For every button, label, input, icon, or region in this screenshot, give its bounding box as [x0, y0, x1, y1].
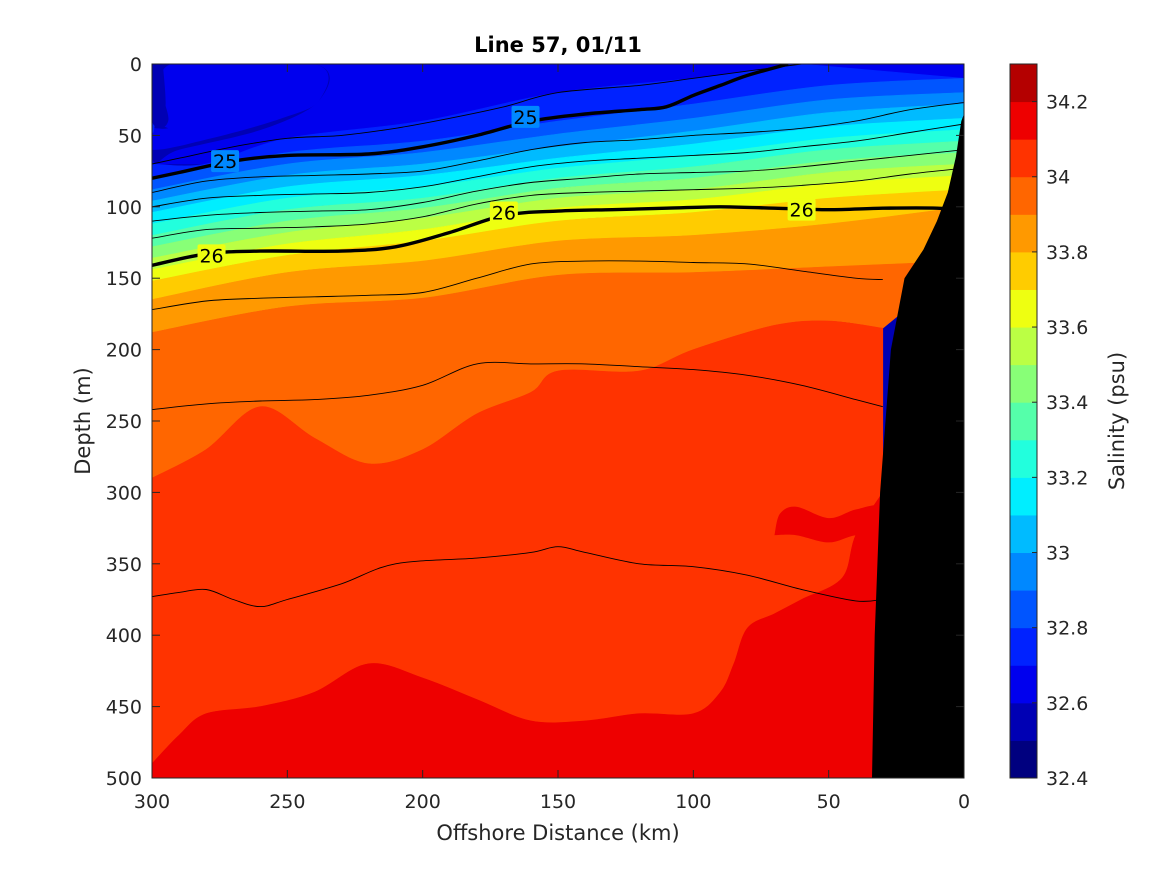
- x-tick-label: 100: [675, 791, 711, 813]
- sigma-contour-2: [152, 64, 802, 165]
- contour-label-bg-1-1: [489, 201, 518, 224]
- x-tick-label: 0: [958, 791, 970, 813]
- y-tick-label: 400: [106, 625, 142, 647]
- contour-label-1-0: 26: [199, 245, 223, 267]
- colorbar: 32.4 32.6 32.8 33 33.2 33.4 33.6 33.8 34 34.2: [1009, 63, 1088, 790]
- sigma-contour-4: [152, 123, 964, 208]
- colorbar-tick-label: 33: [1046, 543, 1070, 565]
- contour-label-bg-0-0: [211, 150, 240, 173]
- y-tick-label: 100: [106, 197, 142, 219]
- colorbar-swatch: [1010, 514, 1037, 554]
- colorbar-tick-label: 32.8: [1046, 618, 1088, 640]
- colorbar-swatch: [1010, 139, 1037, 178]
- sigma-contour-8: [152, 361, 883, 411]
- y-tick-label: 50: [118, 125, 142, 147]
- y-tick-label: 500: [106, 768, 142, 790]
- chart-title: Line 57, 01/11: [474, 33, 642, 57]
- y-axis: 0 50 100 150 200 250 300 350 400 450 500: [106, 54, 964, 790]
- salinity-patch-3: [152, 64, 169, 129]
- x-tick-label: 250: [269, 791, 305, 813]
- colorbar-swatch: [1010, 477, 1037, 516]
- colorbar-swatch: [1010, 176, 1037, 215]
- colorbar-tick-label: 34: [1046, 167, 1070, 189]
- y-tick-label: 250: [106, 411, 142, 433]
- colorbar-swatch: [1010, 101, 1037, 140]
- colorbar-swatch: [1010, 627, 1037, 666]
- seafloor-bathymetry: [872, 114, 964, 778]
- x-tick-label: 50: [817, 791, 841, 813]
- colorbar-swatch: [1010, 214, 1037, 253]
- colorbar-tick-label: 34.2: [1046, 92, 1088, 114]
- colorbar-tick-label: 32.6: [1046, 693, 1088, 715]
- colorbar-swatch: [1010, 64, 1037, 103]
- contour-label-bg-1-0: [197, 244, 226, 267]
- x-axis-label: Offshore Distance (km): [436, 821, 679, 845]
- colorbar-swatch: [1010, 251, 1037, 290]
- x-axis: 300 250 200 150 100 50 0: [134, 64, 970, 813]
- colorbar-label: Salinity (psu): [1105, 352, 1129, 490]
- colorbar-tick-label: 33.8: [1046, 242, 1088, 264]
- contour-label-layer: 25 25 26 26 26: [197, 105, 816, 267]
- contour-label-bg-1-2: [787, 198, 816, 221]
- bathymetry-layer: [872, 114, 964, 778]
- colorbar-swatch: [1010, 439, 1037, 478]
- contour-label-bg-0-1: [511, 105, 540, 128]
- colorbar-tick-label: 32.4: [1046, 768, 1088, 790]
- salinity-patch-1: [152, 64, 329, 150]
- y-tick-label: 300: [106, 482, 142, 504]
- sigma-contour-7: [152, 260, 883, 311]
- contour-label-1-1: 26: [492, 203, 516, 225]
- y-tick-label: 200: [106, 340, 142, 362]
- sigma-contour-9: [152, 546, 883, 608]
- y-tick-label: 450: [106, 697, 142, 719]
- colorbar-swatch: [1010, 590, 1037, 629]
- colorbar-swatch: [1010, 327, 1037, 366]
- colorbar-swatch: [1010, 289, 1037, 328]
- salinity-fill-layer: [152, 64, 964, 778]
- colorbar-swatch: [1010, 552, 1037, 591]
- contour-label-1-2: 26: [790, 200, 814, 222]
- contour-label-0-1: 25: [513, 107, 537, 129]
- colorbar-swatch: [1010, 364, 1037, 403]
- sigma-contour-1: [152, 205, 964, 267]
- sigma-contour-6: [152, 167, 964, 239]
- y-tick-label: 350: [106, 554, 142, 576]
- colorbar-swatch: [1010, 665, 1037, 704]
- sigma-contour-3: [152, 102, 964, 193]
- x-tick-label: 150: [540, 791, 576, 813]
- x-tick-label: 300: [134, 791, 170, 813]
- colorbar-tick-label: 33.6: [1046, 317, 1088, 339]
- sigma-contour-5: [152, 149, 964, 222]
- y-axis-label: Depth (m): [71, 367, 95, 474]
- colorbar-swatch: [1010, 702, 1037, 741]
- colorbar-tick-label: 33.2: [1046, 467, 1088, 489]
- colorbar-tick-label: 33.4: [1046, 392, 1088, 414]
- y-tick-label: 150: [106, 268, 142, 290]
- y-tick-label: 0: [130, 54, 142, 76]
- salinity-patch-4: [774, 505, 887, 543]
- colorbar-swatch: [1010, 402, 1037, 441]
- x-tick-label: 200: [405, 791, 441, 813]
- plot-area: [152, 64, 964, 778]
- contour-label-0-0: 25: [213, 151, 237, 173]
- colorbar-frame: [1009, 63, 1038, 779]
- colorbar-swatch: [1010, 740, 1037, 779]
